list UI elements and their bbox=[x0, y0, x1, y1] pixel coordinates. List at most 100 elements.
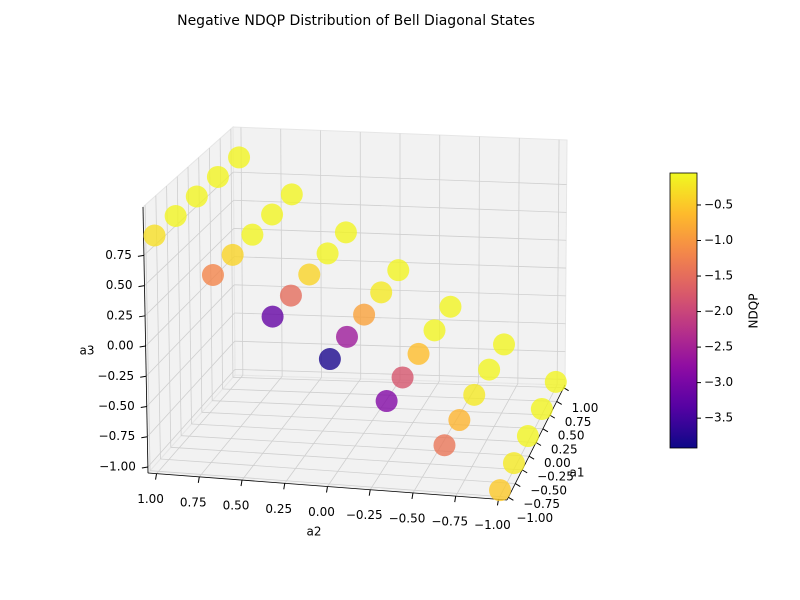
x-tick bbox=[556, 400, 562, 405]
x-tick-label: 0.00 bbox=[544, 456, 571, 470]
data-point bbox=[375, 390, 398, 413]
z-tick bbox=[138, 315, 146, 318]
y-tick bbox=[454, 496, 457, 503]
z-tick bbox=[140, 375, 147, 378]
grid-line bbox=[198, 376, 283, 478]
z-tick bbox=[141, 436, 148, 439]
x-tick-label: 0.75 bbox=[565, 415, 592, 429]
colorbar-tick-label: −0.5 bbox=[704, 197, 733, 211]
data-point bbox=[502, 452, 525, 475]
data-point bbox=[206, 165, 229, 188]
data-point bbox=[391, 366, 414, 389]
data-point bbox=[261, 203, 284, 226]
y-tick-label: −0.50 bbox=[389, 511, 426, 525]
colorbar-tick-label: −1.0 bbox=[704, 233, 733, 247]
data-point bbox=[370, 281, 393, 304]
grid-line bbox=[234, 312, 566, 325]
data-point bbox=[164, 204, 187, 227]
z-tick bbox=[139, 345, 146, 348]
data-point bbox=[478, 358, 501, 381]
data-point bbox=[221, 243, 244, 266]
z-tick bbox=[141, 466, 148, 469]
data-point bbox=[530, 397, 553, 420]
y-axis-label: a2 bbox=[307, 525, 322, 539]
data-point bbox=[280, 183, 303, 206]
grid-line bbox=[369, 380, 440, 490]
x-tick-label: 0.50 bbox=[558, 429, 585, 443]
x-tick-label: −0.25 bbox=[537, 470, 574, 484]
z-tick-label: −1.00 bbox=[99, 459, 136, 473]
data-point bbox=[334, 221, 357, 244]
axis-line bbox=[147, 472, 508, 501]
data-point bbox=[241, 223, 264, 246]
grid-line bbox=[455, 383, 519, 497]
y-tick-label: −1.00 bbox=[474, 518, 511, 532]
data-point bbox=[387, 259, 410, 282]
z-tick-label: −0.75 bbox=[99, 429, 136, 443]
colorbar-tick-label: −2.0 bbox=[704, 304, 733, 318]
data-point bbox=[185, 185, 208, 208]
grid-line bbox=[145, 284, 235, 377]
x-tick-label: −0.75 bbox=[523, 497, 560, 511]
data-point bbox=[228, 146, 251, 169]
data-point bbox=[433, 434, 456, 457]
y-tick bbox=[411, 492, 414, 500]
data-point bbox=[335, 325, 358, 348]
colorbar bbox=[669, 172, 698, 449]
grid-line bbox=[147, 369, 236, 468]
grid-line bbox=[144, 199, 234, 286]
x-tick-label: 1.00 bbox=[572, 401, 599, 415]
grid-line bbox=[187, 166, 192, 425]
data-point bbox=[544, 370, 567, 393]
grid-line bbox=[556, 139, 560, 385]
grid-line bbox=[284, 378, 362, 484]
grid-line bbox=[517, 138, 520, 384]
colorbar-tick-label: −3.0 bbox=[704, 375, 733, 389]
data-point bbox=[493, 333, 516, 356]
y-tick-label: −0.25 bbox=[346, 508, 383, 522]
y-tick-label: 0.25 bbox=[265, 502, 292, 516]
data-point bbox=[423, 319, 446, 342]
data-point bbox=[261, 305, 284, 328]
z-tick bbox=[137, 254, 144, 257]
data-point bbox=[463, 383, 486, 406]
x-tick-label: −1.00 bbox=[516, 511, 553, 525]
data-point bbox=[298, 263, 321, 286]
z-tick-label: 0.75 bbox=[105, 248, 132, 262]
grid-line bbox=[478, 136, 480, 383]
x-tick bbox=[508, 496, 514, 501]
y-tick-label: 0.50 bbox=[223, 499, 250, 513]
x-tick-label: 0.25 bbox=[551, 442, 578, 456]
data-point bbox=[279, 284, 302, 307]
data-point bbox=[407, 342, 430, 365]
y-tick-label: −0.75 bbox=[431, 515, 468, 529]
x-axis-label: a1 bbox=[570, 466, 585, 480]
data-point bbox=[516, 425, 539, 448]
y-tick-label: 0.00 bbox=[308, 505, 335, 519]
grid-line bbox=[166, 186, 172, 448]
y-tick bbox=[155, 473, 158, 480]
colorbar-label: NDQP bbox=[747, 294, 761, 329]
z-tick bbox=[138, 285, 145, 288]
data-point bbox=[448, 409, 471, 432]
y-tick bbox=[197, 476, 200, 483]
grid-line bbox=[146, 312, 235, 407]
x-tick bbox=[515, 483, 521, 488]
z-tick-label: 0.25 bbox=[106, 308, 133, 322]
z-tick-label: 0.50 bbox=[106, 278, 133, 292]
x-tick-label: −0.50 bbox=[530, 483, 567, 497]
colorbar-tick-label: −1.5 bbox=[704, 269, 733, 283]
z-axis-label: a3 bbox=[80, 344, 95, 358]
data-point bbox=[143, 224, 166, 247]
data-point bbox=[318, 348, 341, 371]
grid-line bbox=[147, 340, 236, 437]
grid-line bbox=[144, 228, 235, 317]
y-tick bbox=[326, 486, 328, 493]
colorbar-tick-label: −2.5 bbox=[704, 340, 733, 354]
z-tick-label: −0.25 bbox=[97, 369, 134, 383]
data-point bbox=[489, 479, 512, 502]
x-tick bbox=[535, 442, 542, 446]
data-point bbox=[353, 303, 376, 326]
grid-line bbox=[241, 377, 322, 481]
